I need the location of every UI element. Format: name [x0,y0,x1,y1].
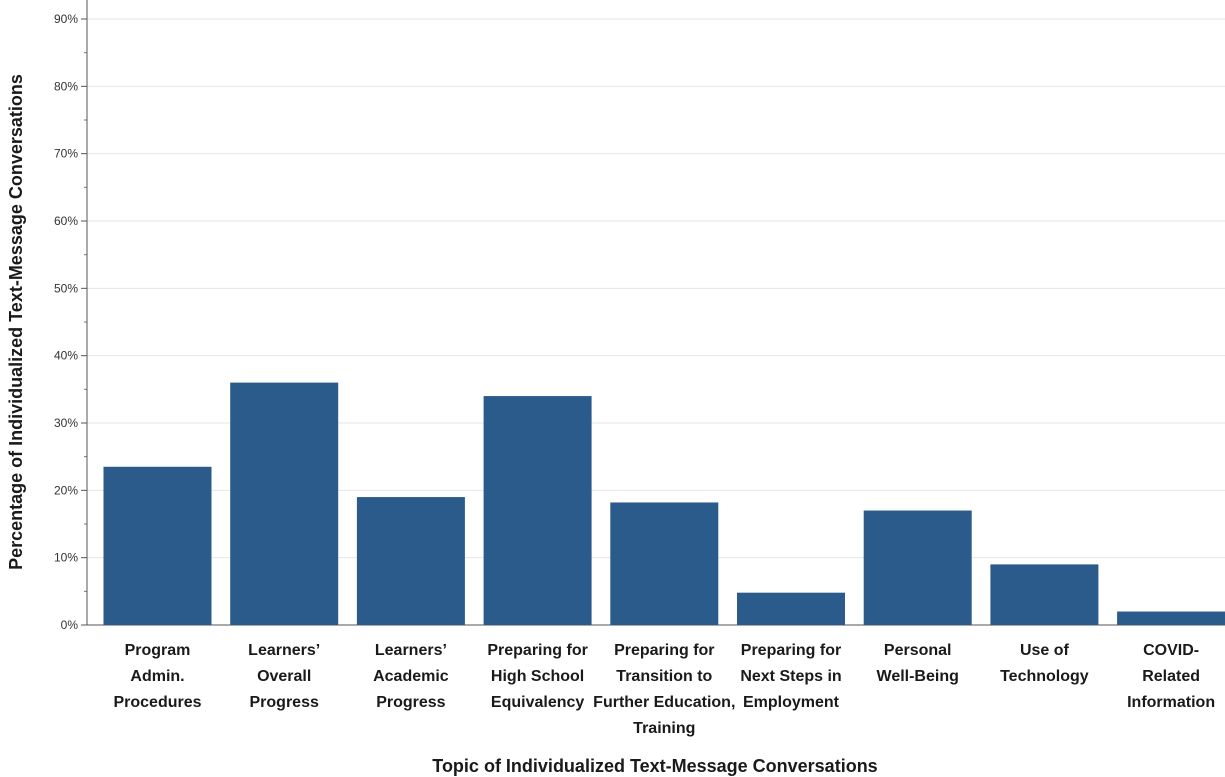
x-category-label: Preparing for Next Steps in Employment [740,642,841,711]
x-category-label: Personal Well-Being [877,642,959,685]
bar [737,592,845,625]
y-tick-label: 20% [54,483,78,497]
bar [230,382,339,625]
y-tick-label: 0% [61,618,79,632]
x-category-label: Preparing for High School Equivalency [487,642,587,711]
y-tick-label: 80% [54,79,78,93]
x-category-label: Learners’ Academic Progress [373,642,449,711]
bar [990,564,1099,625]
y-tick-label: 40% [54,349,78,363]
bar [1117,611,1225,625]
y-axis-title: Percentage of Individualized Text-Messag… [6,74,26,570]
y-tick-label: 50% [54,281,78,295]
x-axis-category-labels: Program Admin. Procedures Learners’ Overall P… [113,642,1215,737]
x-category-label: Use of Technology [1000,642,1089,685]
x-category-label: COVID-Related Information [1127,642,1215,711]
x-category-label: Program Admin. Procedures [113,642,201,711]
x-category-label: Learners’ Overall Progress [248,642,320,711]
bar [863,510,972,625]
bar [610,502,719,625]
y-tick-label: 30% [54,416,78,430]
y-tick-label: 60% [54,214,78,228]
x-category-label: Preparing for Transition to Further Educat… [593,642,735,737]
x-axis-title: Topic of Individualized Text-Message Con… [432,756,877,776]
bar [103,466,212,625]
bar [356,497,465,625]
y-tick-label: 70% [54,147,78,161]
y-tick-label: 90% [54,12,78,26]
y-tick-label: 10% [54,551,78,565]
bars [103,382,1225,625]
bar [483,396,592,625]
